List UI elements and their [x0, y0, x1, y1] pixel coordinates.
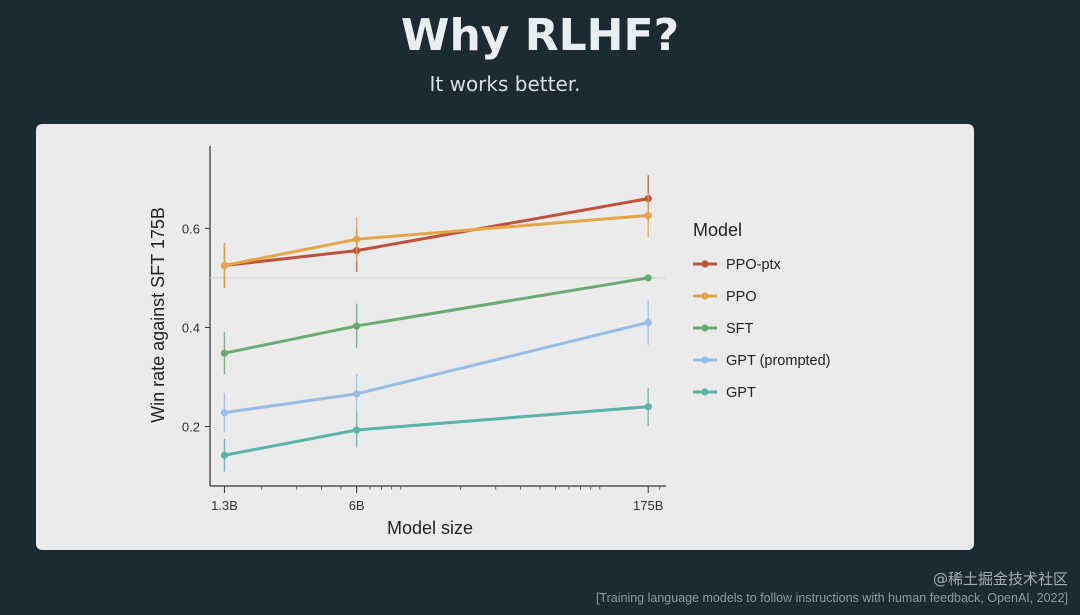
x-tick-label: 1.3B: [211, 498, 238, 513]
legend-swatch-point: [701, 388, 709, 396]
legend-label: SFT: [726, 321, 754, 337]
x-tick-label: 175B: [633, 498, 663, 513]
chart-card: 0.2 0.4 0.6 1.3B 6B 175B Model size Win rate ag…: [36, 124, 974, 550]
legend-swatch-point: [701, 260, 709, 268]
x-tick-label: 6B: [349, 498, 365, 513]
legend-label: GPT: [726, 385, 756, 401]
data-point: [353, 426, 361, 434]
data-point: [220, 409, 229, 417]
citation: [Training language models to follow inst…: [595, 591, 1068, 605]
data-point: [644, 403, 652, 411]
data-point: [220, 261, 229, 270]
data-point: [353, 235, 361, 243]
series-line: [224, 405, 649, 457]
slide-subtitle: It works better.: [429, 72, 581, 96]
y-axis-label: Win rate against SFT 175B: [148, 207, 168, 423]
data-point: [644, 274, 652, 282]
win-rate-chart: 0.2 0.4 0.6 1.3B 6B 175B Model size Win rate ag…: [148, 146, 831, 538]
legend-label: GPT (prompted): [726, 353, 831, 369]
data-point: [644, 318, 652, 327]
slide-title: Why RLHF?: [400, 10, 680, 61]
legend-title: Model: [693, 220, 742, 240]
x-axis-label: Model size: [387, 518, 473, 538]
legend-label: PPO-ptx: [726, 257, 782, 273]
data-point: [220, 451, 229, 459]
y-tick-label: 0.4: [182, 320, 200, 335]
legend-label: PPO: [726, 289, 757, 305]
data-point: [353, 322, 361, 330]
data-point: [353, 390, 361, 398]
series-line: [224, 276, 649, 355]
y-tick-label: 0.6: [182, 221, 200, 236]
data-point: [644, 211, 652, 220]
legend-swatch-point: [701, 356, 709, 364]
watermark: @稀土掘金技术社区: [932, 570, 1068, 588]
data-point: [220, 349, 229, 357]
legend-swatch-point: [701, 324, 709, 332]
series-line: [224, 321, 649, 415]
legend-swatch-point: [701, 292, 709, 300]
y-tick-label: 0.2: [182, 420, 200, 435]
